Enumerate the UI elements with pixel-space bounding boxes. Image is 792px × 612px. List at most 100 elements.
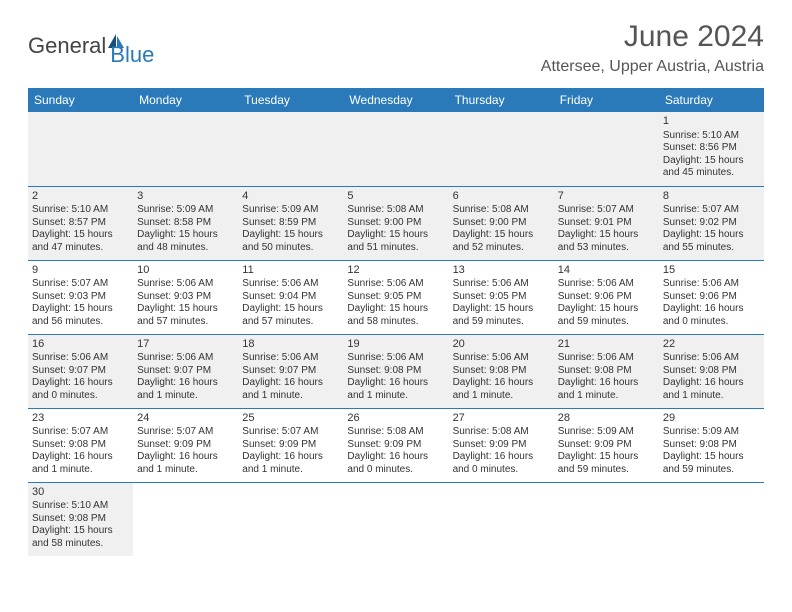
- day-cell: 15Sunrise: 5:06 AMSunset: 9:06 PMDayligh…: [659, 260, 764, 334]
- day-number: 3: [137, 190, 234, 204]
- daylight-text: Daylight: 16 hours and 1 minute.: [347, 377, 444, 402]
- day-header: Saturday: [659, 88, 764, 112]
- day-header: Friday: [554, 88, 659, 112]
- sunset-text: Sunset: 8:59 PM: [242, 217, 339, 230]
- day-number: 2: [32, 190, 129, 204]
- daylight-text: Daylight: 15 hours and 53 minutes.: [558, 229, 655, 254]
- day-cell: [659, 482, 764, 556]
- day-cell: 2Sunrise: 5:10 AMSunset: 8:57 PMDaylight…: [28, 186, 133, 260]
- calendar-week: 1Sunrise: 5:10 AMSunset: 8:56 PMDaylight…: [28, 112, 764, 186]
- calendar-week: 16Sunrise: 5:06 AMSunset: 9:07 PMDayligh…: [28, 334, 764, 408]
- day-number: 5: [347, 190, 444, 204]
- sunrise-text: Sunrise: 5:08 AM: [347, 426, 444, 439]
- sunrise-text: Sunrise: 5:06 AM: [137, 278, 234, 291]
- sunrise-text: Sunrise: 5:09 AM: [137, 204, 234, 217]
- sunset-text: Sunset: 9:00 PM: [347, 217, 444, 230]
- sunset-text: Sunset: 9:08 PM: [32, 513, 129, 526]
- daylight-text: Daylight: 15 hours and 47 minutes.: [32, 229, 129, 254]
- daylight-text: Daylight: 16 hours and 0 minutes.: [32, 377, 129, 402]
- calendar-week: 30Sunrise: 5:10 AMSunset: 9:08 PMDayligh…: [28, 482, 764, 556]
- day-number: 11: [242, 264, 339, 278]
- day-cell: 4Sunrise: 5:09 AMSunset: 8:59 PMDaylight…: [238, 186, 343, 260]
- sunrise-text: Sunrise: 5:07 AM: [242, 426, 339, 439]
- calendar-week: 9Sunrise: 5:07 AMSunset: 9:03 PMDaylight…: [28, 260, 764, 334]
- sunset-text: Sunset: 9:08 PM: [453, 365, 550, 378]
- day-cell: 14Sunrise: 5:06 AMSunset: 9:06 PMDayligh…: [554, 260, 659, 334]
- day-cell: 1Sunrise: 5:10 AMSunset: 8:56 PMDaylight…: [659, 112, 764, 186]
- day-header: Monday: [133, 88, 238, 112]
- sunset-text: Sunset: 9:07 PM: [137, 365, 234, 378]
- daylight-text: Daylight: 15 hours and 50 minutes.: [242, 229, 339, 254]
- header: General Blue June 2024 Attersee, Upper A…: [28, 20, 764, 80]
- day-header: Sunday: [28, 88, 133, 112]
- sunset-text: Sunset: 9:09 PM: [453, 439, 550, 452]
- day-cell: 30Sunrise: 5:10 AMSunset: 9:08 PMDayligh…: [28, 482, 133, 556]
- day-number: 17: [137, 338, 234, 352]
- daylight-text: Daylight: 15 hours and 57 minutes.: [137, 303, 234, 328]
- day-header: Wednesday: [343, 88, 448, 112]
- daylight-text: Daylight: 16 hours and 1 minute.: [32, 451, 129, 476]
- day-cell: 25Sunrise: 5:07 AMSunset: 9:09 PMDayligh…: [238, 408, 343, 482]
- sunset-text: Sunset: 9:08 PM: [663, 365, 760, 378]
- sunset-text: Sunset: 9:07 PM: [242, 365, 339, 378]
- day-number: 9: [32, 264, 129, 278]
- daylight-text: Daylight: 15 hours and 57 minutes.: [242, 303, 339, 328]
- sunrise-text: Sunrise: 5:06 AM: [347, 278, 444, 291]
- sunset-text: Sunset: 9:04 PM: [242, 291, 339, 304]
- sunrise-text: Sunrise: 5:06 AM: [453, 278, 550, 291]
- sunrise-text: Sunrise: 5:08 AM: [453, 426, 550, 439]
- day-number: 30: [32, 486, 129, 500]
- day-cell: 28Sunrise: 5:09 AMSunset: 9:09 PMDayligh…: [554, 408, 659, 482]
- day-number: 27: [453, 412, 550, 426]
- calendar-body: 1Sunrise: 5:10 AMSunset: 8:56 PMDaylight…: [28, 112, 764, 556]
- day-cell: 5Sunrise: 5:08 AMSunset: 9:00 PMDaylight…: [343, 186, 448, 260]
- sunset-text: Sunset: 9:00 PM: [453, 217, 550, 230]
- sunset-text: Sunset: 9:01 PM: [558, 217, 655, 230]
- day-header: Tuesday: [238, 88, 343, 112]
- sunrise-text: Sunrise: 5:07 AM: [558, 204, 655, 217]
- sunrise-text: Sunrise: 5:06 AM: [558, 278, 655, 291]
- day-number: 18: [242, 338, 339, 352]
- daylight-text: Daylight: 15 hours and 45 minutes.: [663, 155, 760, 180]
- sunset-text: Sunset: 9:03 PM: [32, 291, 129, 304]
- sunset-text: Sunset: 8:58 PM: [137, 217, 234, 230]
- calendar-week: 23Sunrise: 5:07 AMSunset: 9:08 PMDayligh…: [28, 408, 764, 482]
- daylight-text: Daylight: 16 hours and 0 minutes.: [663, 303, 760, 328]
- day-number: 8: [663, 190, 760, 204]
- sunset-text: Sunset: 9:05 PM: [347, 291, 444, 304]
- sunset-text: Sunset: 9:06 PM: [663, 291, 760, 304]
- daylight-text: Daylight: 16 hours and 1 minute.: [137, 451, 234, 476]
- sunrise-text: Sunrise: 5:09 AM: [558, 426, 655, 439]
- day-cell: [28, 112, 133, 186]
- day-number: 12: [347, 264, 444, 278]
- day-cell: [133, 112, 238, 186]
- sunrise-text: Sunrise: 5:10 AM: [663, 130, 760, 143]
- daylight-text: Daylight: 15 hours and 59 minutes.: [558, 303, 655, 328]
- logo-text-blue: Blue: [110, 42, 154, 68]
- sunrise-text: Sunrise: 5:10 AM: [32, 204, 129, 217]
- day-number: 28: [558, 412, 655, 426]
- sunset-text: Sunset: 9:08 PM: [558, 365, 655, 378]
- logo-text-general: General: [28, 33, 106, 59]
- day-cell: [554, 482, 659, 556]
- daylight-text: Daylight: 15 hours and 59 minutes.: [558, 451, 655, 476]
- sunrise-text: Sunrise: 5:06 AM: [663, 278, 760, 291]
- day-cell: 29Sunrise: 5:09 AMSunset: 9:08 PMDayligh…: [659, 408, 764, 482]
- day-cell: [238, 482, 343, 556]
- day-cell: 11Sunrise: 5:06 AMSunset: 9:04 PMDayligh…: [238, 260, 343, 334]
- day-cell: 16Sunrise: 5:06 AMSunset: 9:07 PMDayligh…: [28, 334, 133, 408]
- day-number: 6: [453, 190, 550, 204]
- day-cell: [554, 112, 659, 186]
- daylight-text: Daylight: 15 hours and 59 minutes.: [663, 451, 760, 476]
- daylight-text: Daylight: 16 hours and 0 minutes.: [453, 451, 550, 476]
- location-text: Attersee, Upper Austria, Austria: [541, 58, 764, 76]
- day-cell: [343, 482, 448, 556]
- sunset-text: Sunset: 9:08 PM: [32, 439, 129, 452]
- sunrise-text: Sunrise: 5:06 AM: [347, 352, 444, 365]
- daylight-text: Daylight: 15 hours and 56 minutes.: [32, 303, 129, 328]
- calendar-table: SundayMondayTuesdayWednesdayThursdayFrid…: [28, 88, 764, 556]
- sunrise-text: Sunrise: 5:07 AM: [32, 426, 129, 439]
- sunrise-text: Sunrise: 5:09 AM: [663, 426, 760, 439]
- day-number: 19: [347, 338, 444, 352]
- day-number: 1: [663, 115, 760, 129]
